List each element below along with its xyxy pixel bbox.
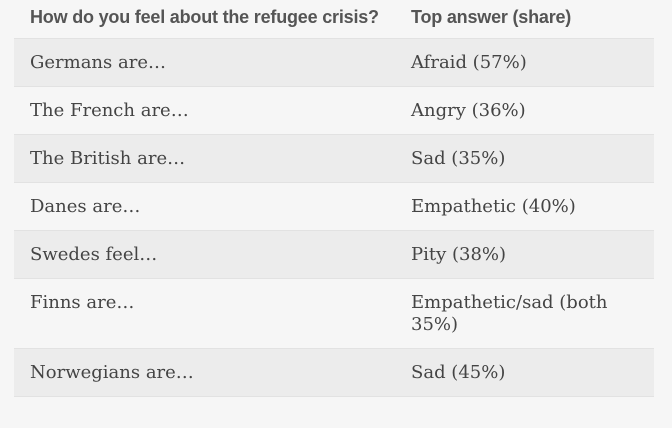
table-row: Norwegians are… Sad (45%): [14, 348, 654, 397]
answer-cell: Empathetic (40%): [395, 182, 654, 231]
answer-cell: Sad (45%): [395, 348, 654, 397]
answer-cell: Pity (38%): [395, 230, 654, 279]
table-row: Danes are… Empathetic (40%): [14, 182, 654, 231]
nationality-cell: Swedes feel…: [14, 230, 395, 279]
survey-table: How do you feel about the refugee crisis…: [14, 0, 654, 397]
table-row: The British are… Sad (35%): [14, 134, 654, 183]
answer-cell: Empathetic/sad (both 35%): [395, 278, 654, 349]
table-row: Germans are… Afraid (57%): [14, 38, 654, 87]
nationality-cell: Finns are…: [14, 278, 395, 349]
table-row: Swedes feel… Pity (38%): [14, 230, 654, 279]
answer-cell: Afraid (57%): [395, 38, 654, 87]
answer-cell: Sad (35%): [395, 134, 654, 183]
nationality-cell: Germans are…: [14, 38, 395, 87]
nationality-cell: Norwegians are…: [14, 348, 395, 397]
nationality-cell: The British are…: [14, 134, 395, 183]
column-header-answer: Top answer (share): [411, 7, 572, 27]
survey-table-container: How do you feel about the refugee crisis…: [14, 0, 654, 397]
nationality-cell: The French are…: [14, 86, 395, 135]
answer-cell: Angry (36%): [395, 86, 654, 135]
table-header-row: How do you feel about the refugee crisis…: [14, 0, 654, 39]
table-row: Finns are… Empathetic/sad (both 35%): [14, 278, 654, 349]
table-row: The French are… Angry (36%): [14, 86, 654, 135]
nationality-cell: Danes are…: [14, 182, 395, 231]
column-header-question: How do you feel about the refugee crisis…: [30, 7, 379, 27]
